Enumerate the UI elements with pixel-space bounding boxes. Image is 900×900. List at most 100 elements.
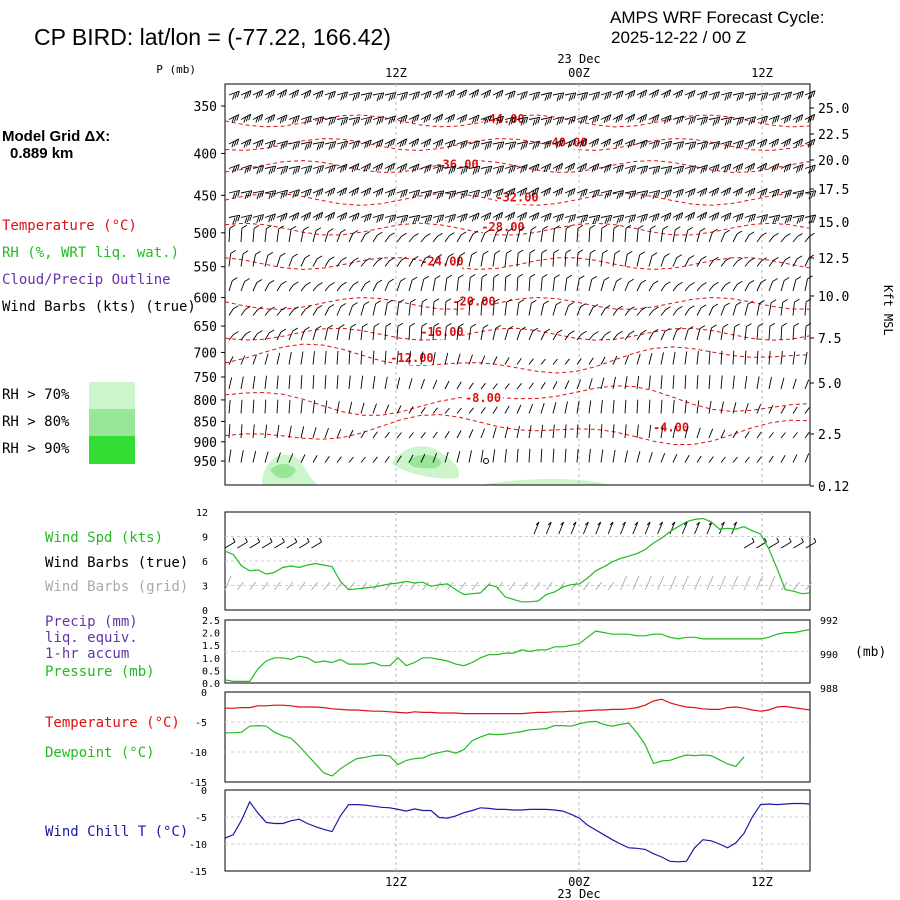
wind-barb: [324, 164, 336, 174]
wind-barb: [396, 377, 401, 390]
wind-barb-grid: [224, 575, 232, 591]
wind-barb: [252, 165, 265, 175]
wind-barb: [600, 189, 613, 199]
wind-barb: [312, 90, 324, 100]
wind-barb: [228, 424, 231, 439]
wind-barb: [660, 212, 672, 222]
wind-barb: [240, 164, 252, 174]
wind-barb: [384, 350, 387, 365]
wind-barb: [456, 114, 468, 124]
wind-barb-grid: [793, 581, 800, 591]
wind-barb: [360, 375, 364, 390]
wind-barb: [264, 280, 275, 292]
wind-barb: [564, 380, 570, 390]
wind-barb: [588, 424, 591, 439]
wind-barb: [684, 282, 695, 292]
wind-barb: [792, 298, 800, 316]
wind-barb: [780, 189, 792, 199]
wind-barb: [252, 399, 255, 414]
wind-barb-grid: [583, 581, 590, 591]
wind-barb-grid: [471, 581, 479, 591]
forecast-cycle: AMPS WRF Forecast Cycle: 2025-12-22 / 00…: [610, 8, 824, 48]
wind-barb: [240, 278, 250, 292]
wind-barb-grid: [237, 581, 244, 591]
wind-barb: [576, 138, 588, 148]
wind-barb: [420, 351, 424, 365]
wind-barb: [684, 326, 694, 341]
wind-barb: [660, 114, 672, 124]
wind-barb: [600, 331, 611, 341]
wind-barb: [444, 274, 453, 292]
wind-barb: [516, 164, 528, 174]
wind-barb: [312, 455, 318, 463]
wind-barb: [732, 402, 737, 414]
wind-barb: [480, 273, 488, 292]
wind-barb: [672, 281, 683, 292]
temperature-label: Temperature (°C): [45, 715, 180, 731]
wind-barb: [576, 379, 582, 390]
wind-barb: [756, 138, 768, 148]
wind-barb: [384, 431, 390, 439]
windchill-tick-label: 0: [201, 786, 207, 797]
wind-barb: [360, 139, 372, 149]
wind-barb: [588, 189, 600, 199]
wind-barb: [240, 424, 243, 439]
isotherm-label: -32.00: [495, 190, 538, 204]
wind-barb: [540, 212, 552, 222]
wind-barb: [756, 376, 760, 390]
wind-barb: [504, 383, 510, 390]
wind-barb: [240, 113, 252, 123]
wind-barb: [684, 141, 697, 151]
wind-barb: [312, 325, 322, 341]
temperature-tick-label: -15: [189, 778, 207, 789]
wind-barb: [720, 187, 732, 197]
wind-barb: [288, 375, 291, 390]
wind-barb: [648, 165, 661, 175]
wind-barb-true: [249, 537, 261, 549]
wind-barb: [708, 281, 719, 292]
wind-barb: [720, 257, 731, 267]
wind-barb: [804, 275, 813, 292]
wind-barb: [708, 324, 717, 341]
wind-barb: [660, 425, 664, 439]
wind-barb: [492, 165, 505, 175]
wind-barb: [528, 448, 531, 463]
wind-barb: [552, 301, 562, 316]
wind-barb: [576, 249, 584, 267]
wind-barb: [660, 352, 664, 365]
wind-barb: [288, 453, 294, 463]
wind-barb: [660, 281, 671, 292]
wind-barb: [696, 375, 699, 390]
precip-tick-label: 1.5: [202, 641, 220, 652]
wind-barb: [348, 163, 360, 173]
wind-barb: [516, 212, 528, 221]
wind-barb: [792, 378, 797, 390]
wind-barb: [264, 114, 276, 124]
wind-barb: [504, 449, 507, 463]
wind-barb-grid: [731, 575, 739, 591]
windchill-tick-label: -10: [189, 840, 207, 851]
wind-barb: [456, 213, 468, 223]
wind-barb: [636, 225, 644, 243]
isotherm-label: -28.00: [481, 220, 524, 234]
wind-barb: [600, 249, 608, 267]
wind-barb: [432, 452, 438, 463]
wind-barb: [660, 140, 673, 150]
wind-barb: [552, 116, 565, 126]
wind-barb: [528, 140, 541, 150]
wind-barb: [732, 375, 735, 390]
wind-barb: [780, 322, 788, 341]
wind-barb: [312, 400, 316, 414]
wind-barb: [468, 407, 474, 414]
pressure-tick-label: 650: [194, 320, 217, 335]
wind-barb: [504, 211, 516, 221]
wind-barb: [468, 274, 476, 292]
wind-barb: [732, 280, 743, 292]
wind-barb: [648, 89, 660, 99]
wind-barb: [276, 306, 287, 316]
wind-barb: [612, 190, 625, 200]
wind-barb: [648, 399, 651, 414]
wind-barb: [252, 113, 264, 123]
wind-barb: [648, 452, 653, 463]
wind-barb-grid: [657, 575, 665, 591]
